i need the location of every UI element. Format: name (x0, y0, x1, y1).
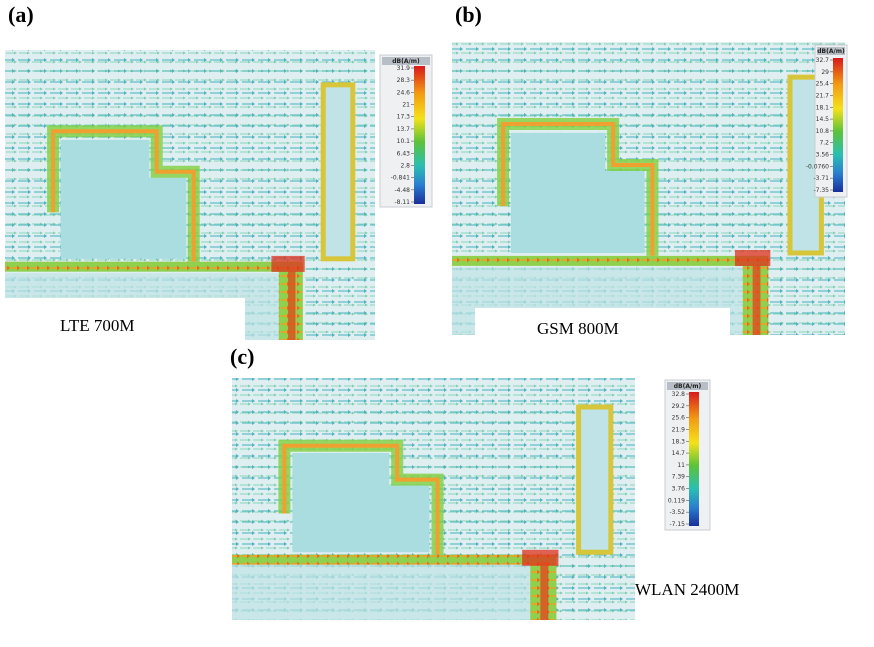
parasitic-strip (323, 85, 353, 259)
feed-strip (232, 555, 554, 565)
colorbar-tick-label: 32.7 (816, 57, 830, 64)
colorbar-tick-label: 28.3 (397, 77, 411, 84)
hot-strip (288, 270, 295, 340)
colorbar-tick-label: -7.15 (669, 521, 685, 528)
colorbar-tick-label: -3.52 (669, 509, 685, 516)
colorbar-tick-label: 6.43 (397, 150, 411, 157)
colorbar-tick-label: 3.76 (672, 486, 686, 493)
field-image (232, 378, 635, 620)
colorbar-tick-label: 18.1 (816, 104, 830, 111)
colorbar-tick-label: 29.2 (672, 403, 686, 410)
colorbar-tick-label: 21 (402, 102, 410, 109)
colorbar-tick-label: 24.6 (397, 89, 411, 96)
colorbar-tick-label: 0.119 (668, 497, 685, 504)
colorbar-tick-label: 13.7 (397, 126, 411, 133)
caption: LTE 700M (60, 316, 134, 335)
field-image (5, 50, 375, 340)
colorbar-title: dB(A/m) (392, 58, 420, 65)
panel: (a) LTE 700M dB(A/m)31.9 28.3 24.6 21 17.3 13.7… (5, 2, 432, 340)
panel-label: (b) (455, 2, 482, 27)
panel-label: (c) (230, 344, 254, 369)
colorbar-tick-label: 7.39 (672, 474, 686, 481)
colorbar-tick-label: 17.3 (397, 114, 411, 121)
panel: (b) GSM 800M dB(A/m) 32.7 29 25.4 21.7 18.1 14.5… (452, 2, 847, 340)
colorbar-tick-label: 10.8 (816, 128, 830, 135)
caption: GSM 800M (537, 319, 619, 338)
colorbar-tick-label: 18.3 (672, 438, 686, 445)
feed-strip (452, 256, 766, 266)
colorbar-tick-label: -0.0760 (806, 163, 829, 170)
colorbar-tick-label: 10.1 (397, 138, 411, 145)
colorbar-tick-label: 11 (677, 462, 685, 469)
colorbar-tick-label: -7.35 (813, 187, 829, 194)
colorbar-tick-label: 29 (821, 69, 829, 76)
panel: (c) WLAN 2400M dB(A/m)32.8 29.2 25.6 21.9 18.3… (230, 344, 739, 620)
colorbar (414, 66, 425, 204)
field-image (452, 42, 845, 335)
panel-label: (a) (8, 2, 34, 27)
caption: WLAN 2400M (635, 580, 739, 599)
feed-strip (5, 262, 301, 272)
colorbar-tick-label: 25.4 (816, 81, 830, 88)
colorbar-tick-label: 14.5 (816, 116, 830, 123)
parasitic-strip (579, 407, 611, 552)
hot-spot (271, 256, 304, 272)
hot-strip (753, 265, 761, 335)
colorbar-tick-label: 31.9 (397, 65, 411, 72)
colorbar-tick-label: -0.841 (391, 175, 411, 182)
colorbar-tick-label: 21.7 (816, 92, 830, 99)
colorbar (833, 58, 843, 192)
hot-strip (540, 562, 548, 620)
colorbar-tick-label: 32.8 (672, 391, 686, 398)
figure: (a)LTE 700MdB(A/m)31.928.324.62117.313.7… (0, 0, 874, 647)
colorbar-tick-label: 14.7 (672, 450, 686, 457)
colorbar-tick-label: 2.8 (400, 162, 410, 169)
colorbar (689, 392, 699, 526)
colorbar-tick-label: 3.56 (816, 152, 830, 159)
colorbar-title: dB(A/m) (674, 383, 702, 390)
colorbar-tick-label: 25.6 (672, 415, 686, 422)
colorbar-tick-label: 21.9 (672, 426, 686, 433)
colorbar-title: dB(A/m) (817, 48, 845, 55)
colorbar-tick-label: 7.2 (819, 140, 829, 147)
colorbar-tick-label: -8.11 (394, 199, 410, 206)
colorbar-tick-label: -4.48 (394, 187, 410, 194)
ground-region (232, 564, 530, 620)
colorbar-tick-label: -3.71 (813, 175, 829, 182)
hot-spot (735, 250, 770, 266)
